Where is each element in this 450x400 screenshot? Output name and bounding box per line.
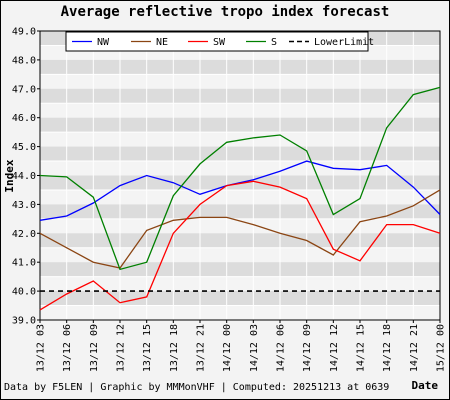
- y-tick-label: 48.0: [12, 55, 36, 66]
- x-tick-label: 14/12 09: [302, 324, 313, 372]
- x-tick-label: 13/12 03: [36, 324, 47, 372]
- series-line-ne: [39, 189, 441, 269]
- y-tick-label: 47.0: [12, 84, 36, 95]
- x-tick-label: 14/12 18: [382, 324, 393, 372]
- grid-band: [40, 291, 440, 306]
- grid-band: [40, 59, 440, 75]
- legend-label-nw: NW: [97, 37, 110, 48]
- grid-band: [40, 204, 440, 219]
- grid-band: [40, 146, 440, 162]
- x-tick-label: 13/12 12: [116, 324, 127, 372]
- x-tick-label: 14/12 15: [356, 324, 367, 372]
- y-tick-label: 41.0: [12, 258, 36, 269]
- x-tick-label: 14/12 21: [409, 324, 420, 372]
- y-tick-label: 42.0: [12, 229, 36, 240]
- legend-label-s: S: [271, 37, 277, 48]
- x-axis-label: Date: [412, 379, 439, 392]
- x-tick-label: 14/12 00: [222, 324, 233, 372]
- legend-box: [65, 31, 369, 52]
- footer-credits: Data by F5LEN | Graphic by MMMonVHF | Co…: [4, 382, 390, 393]
- grid-band: [40, 88, 440, 104]
- x-tick-label: 14/12 06: [276, 324, 287, 372]
- y-tick-label: 44.0: [12, 171, 36, 182]
- y-tick-label: 43.0: [12, 200, 36, 211]
- x-tick-label: 13/12 06: [62, 324, 73, 372]
- x-tick-label: 13/12 21: [196, 324, 207, 372]
- series-line-nw: [39, 160, 441, 221]
- y-tick-label: 40.0: [12, 287, 36, 298]
- y-tick-label: 45.0: [12, 142, 36, 153]
- legend: NW NE SW S LowerLimit: [65, 31, 374, 52]
- legend-label-ne: NE: [156, 37, 168, 48]
- x-tick-label: 13/12 18: [169, 324, 180, 372]
- x-tick-label: 14/12 12: [329, 324, 340, 372]
- chart-title: Average reflective tropo index forecast: [60, 4, 390, 20]
- x-tick-label: 13/12 09: [89, 324, 100, 372]
- y-tick-label: 46.0: [12, 113, 36, 124]
- legend-label-lowerlimit: LowerLimit: [314, 37, 374, 48]
- x-tick-label: 15/12 00: [436, 324, 447, 372]
- x-tick-label: 13/12 15: [142, 324, 153, 372]
- y-axis-label: Index: [3, 159, 16, 192]
- grid-band: [40, 117, 440, 133]
- grid-band: [40, 233, 440, 248]
- legend-label-sw: SW: [213, 37, 226, 48]
- y-tick-label: 39.0: [12, 316, 36, 327]
- grid-band: [40, 262, 440, 277]
- y-tick-label: 49.0: [12, 27, 36, 38]
- series-line-s: [39, 86, 441, 271]
- x-tick-label: 14/12 03: [249, 324, 260, 372]
